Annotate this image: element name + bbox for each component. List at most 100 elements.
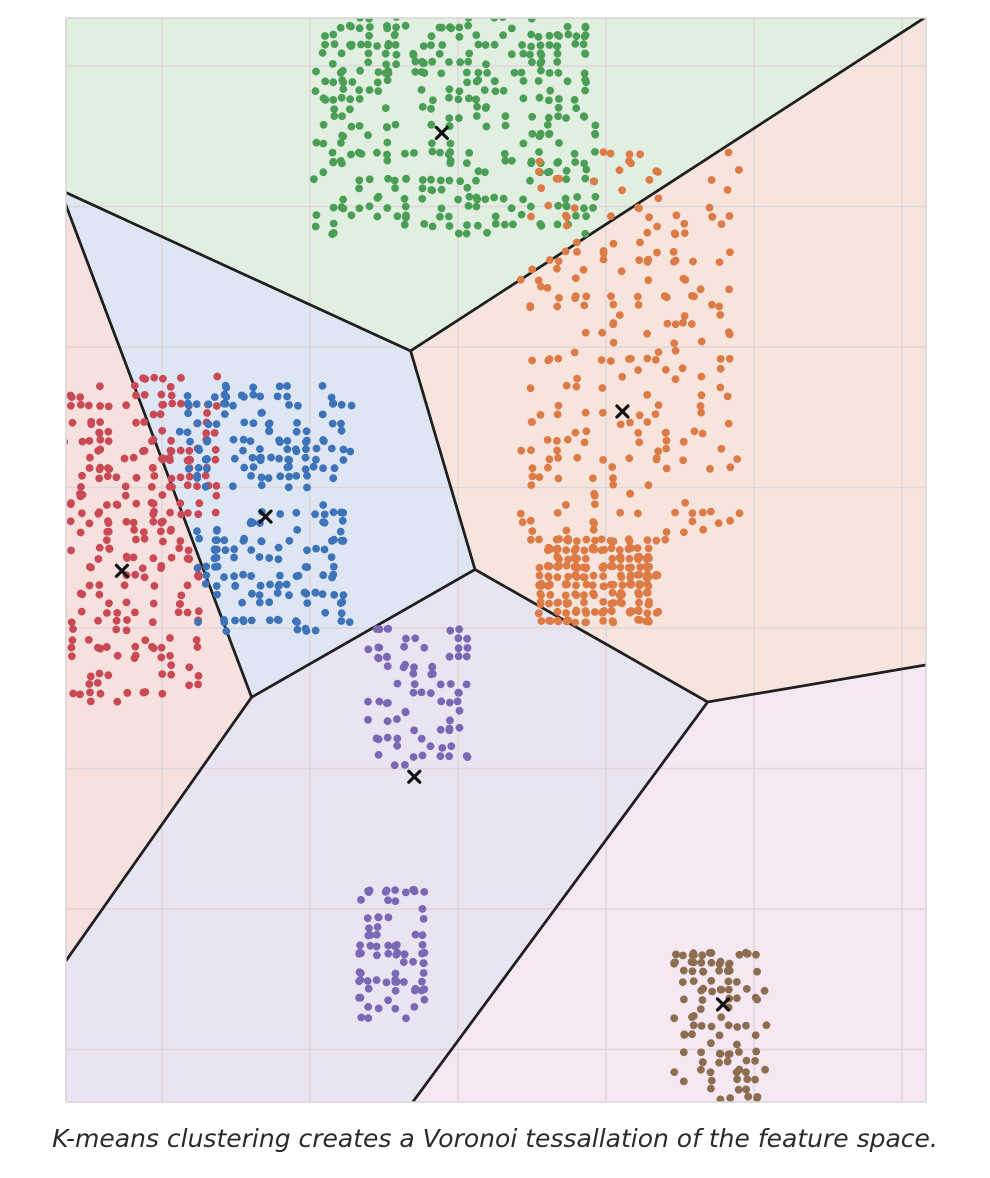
- data-point: [742, 1068, 750, 1077]
- data-point: [699, 967, 707, 976]
- data-point: [616, 563, 625, 572]
- data-point: [733, 1075, 741, 1084]
- data-point: [102, 643, 111, 651]
- data-point: [221, 381, 230, 390]
- data-point: [312, 67, 320, 76]
- data-point: [418, 977, 426, 986]
- data-point: [435, 23, 444, 32]
- data-point: [420, 985, 429, 994]
- data-point: [753, 1093, 762, 1101]
- data-point: [625, 537, 634, 545]
- data-point: [680, 995, 688, 1004]
- data-point: [535, 148, 543, 156]
- data-point: [202, 429, 211, 437]
- data-point: [528, 130, 537, 138]
- data-point: [312, 211, 321, 219]
- data-point: [562, 501, 570, 509]
- data-point: [329, 96, 338, 104]
- data-point: [203, 409, 212, 417]
- data-point: [122, 598, 131, 607]
- data-point: [150, 582, 159, 590]
- data-point: [543, 284, 552, 292]
- data-point: [282, 580, 291, 589]
- data-point: [330, 40, 339, 48]
- data-point: [67, 546, 75, 555]
- data-point: [571, 158, 580, 167]
- data-point: [330, 464, 339, 473]
- data-point: [446, 23, 454, 32]
- data-point: [418, 905, 427, 913]
- data-point: [336, 23, 345, 32]
- data-point: [573, 193, 582, 201]
- data-point: [95, 581, 104, 589]
- data-point: [392, 950, 401, 959]
- data-point: [643, 329, 651, 338]
- data-point: [374, 654, 383, 663]
- data-point: [355, 86, 364, 94]
- data-point: [535, 93, 544, 102]
- data-point: [546, 544, 555, 553]
- data-point: [355, 176, 364, 185]
- data-point: [644, 544, 653, 553]
- data-point: [140, 418, 149, 426]
- data-point: [95, 474, 104, 483]
- data-point: [561, 211, 570, 220]
- data-point: [240, 463, 249, 472]
- data-point: [417, 68, 426, 76]
- data-point: [183, 581, 192, 590]
- data-point: [625, 544, 633, 552]
- data-point: [381, 888, 390, 896]
- data-point: [167, 391, 176, 400]
- data-point: [302, 427, 311, 436]
- data-point: [113, 651, 122, 660]
- data-point: [85, 680, 94, 688]
- data-point: [472, 176, 480, 185]
- data-point: [383, 625, 392, 633]
- data-point: [158, 689, 167, 698]
- data-point: [463, 78, 471, 87]
- data-point: [166, 651, 174, 660]
- data-point: [563, 616, 571, 625]
- data-point: [176, 499, 185, 508]
- data-point: [222, 393, 231, 401]
- data-point: [411, 68, 420, 76]
- data-point: [706, 1068, 715, 1077]
- data-point: [652, 454, 661, 462]
- data-point: [699, 525, 708, 534]
- data-point: [670, 1014, 679, 1023]
- data-point: [482, 60, 490, 69]
- data-point: [321, 77, 330, 86]
- data-point: [364, 58, 373, 67]
- data-point: [562, 381, 571, 390]
- data-point: [319, 464, 327, 473]
- data-point: [491, 87, 500, 96]
- data-point: [355, 977, 363, 986]
- data-point: [454, 688, 463, 697]
- data-point: [265, 419, 274, 428]
- data-point: [580, 159, 588, 168]
- data-point: [591, 536, 599, 545]
- data-point: [580, 546, 589, 555]
- data-point: [573, 374, 581, 383]
- data-point: [707, 1022, 716, 1031]
- data-point: [309, 462, 318, 471]
- data-point: [717, 444, 726, 453]
- data-point: [598, 384, 607, 392]
- data-point: [536, 131, 545, 140]
- data-point: [265, 598, 274, 607]
- data-point: [292, 572, 301, 581]
- data-point: [310, 175, 318, 184]
- data-point: [462, 229, 471, 238]
- data-point: [643, 391, 652, 399]
- data-point: [193, 564, 202, 572]
- data-point: [329, 219, 338, 228]
- data-point: [726, 1094, 735, 1102]
- data-point: [365, 202, 374, 211]
- data-point: [256, 455, 265, 464]
- data-point: [391, 886, 400, 894]
- data-point: [184, 401, 193, 409]
- data-point: [436, 212, 444, 221]
- data-point: [357, 150, 366, 158]
- data-point: [447, 742, 456, 751]
- data-point: [589, 204, 597, 212]
